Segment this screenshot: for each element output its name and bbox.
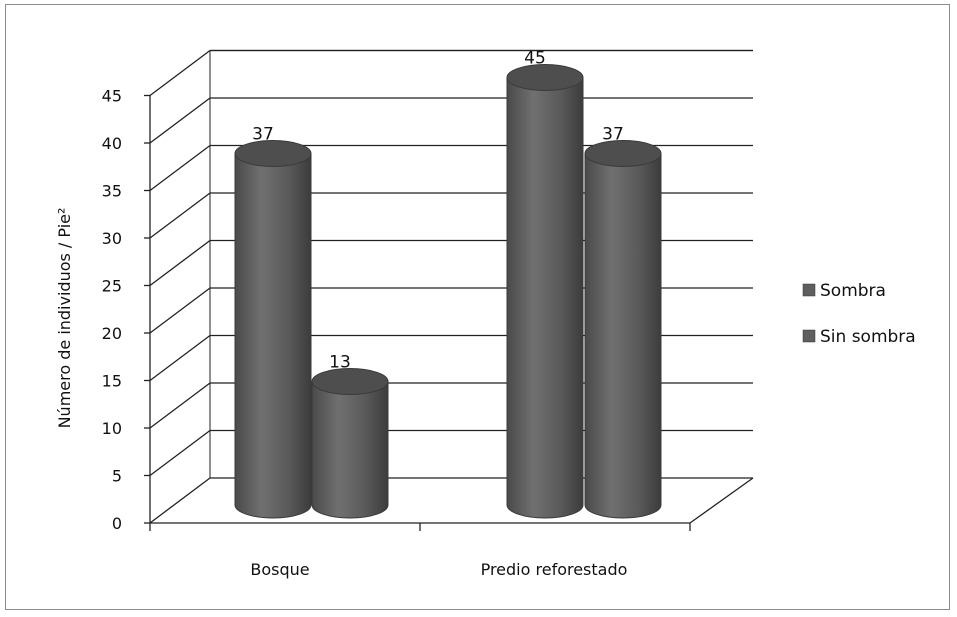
category-label-1: Predio reforestado [481, 560, 628, 579]
y-tick-label-4: 20 [102, 324, 122, 343]
gridline-side-7 [149, 144, 211, 192]
data-label-1-1: 37 [602, 125, 624, 145]
bar-1-1 [584, 153, 662, 519]
axes: 0 5 10 15 20 25 30 35 40 45 Número de individuos /… [55, 87, 754, 579]
data-label-0-0: 37 [252, 125, 274, 145]
bar-0-0 [234, 153, 312, 519]
y-tick-label-0: 0 [112, 514, 122, 533]
gridline-side-5 [149, 239, 211, 287]
legend-label-1: Sin sombra [820, 327, 916, 347]
legend-swatch-1 [802, 329, 816, 343]
gridline-side-9 [149, 49, 211, 97]
bars [234, 64, 662, 519]
bar-1-0 [506, 77, 584, 519]
floor-right-edge [689, 477, 754, 524]
data-labels: 37 13 45 37 [252, 49, 624, 373]
gridline-side-8 [149, 97, 211, 144]
y-tick-label-9: 45 [102, 87, 122, 106]
bar-0-1 [311, 381, 389, 519]
y-tick-label-1: 5 [112, 467, 122, 486]
bar-top-1-1 [584, 140, 662, 167]
category-label-0: Bosque [250, 560, 309, 579]
legend: Sombra Sin sombra [802, 281, 916, 347]
gridline-side-6 [149, 192, 211, 239]
y-tick-label-7: 35 [102, 182, 122, 201]
bar-top-0-1 [311, 368, 389, 395]
y-tick-label-5: 25 [102, 277, 122, 296]
data-label-1-0: 45 [524, 49, 546, 69]
gridline-side-0 [149, 477, 211, 524]
gridline-side-1 [149, 429, 211, 477]
gridline-side-2 [149, 382, 211, 429]
y-tick-label-8: 40 [102, 134, 122, 153]
y-tick-label-3: 15 [102, 372, 122, 391]
bar-top-0-0 [234, 140, 312, 167]
chart-frame [5, 4, 950, 610]
data-label-0-1: 13 [329, 353, 351, 373]
y-axis-title: Número de individuos / Pie² [55, 208, 74, 429]
bar-top-1-0 [506, 64, 584, 91]
gridline-side-4 [149, 287, 211, 334]
legend-label-0: Sombra [820, 281, 886, 301]
y-tick-label-2: 10 [102, 419, 122, 438]
gridline-side-3 [149, 334, 211, 382]
legend-swatch-0 [802, 283, 816, 297]
y-tick-label-6: 30 [102, 229, 122, 248]
